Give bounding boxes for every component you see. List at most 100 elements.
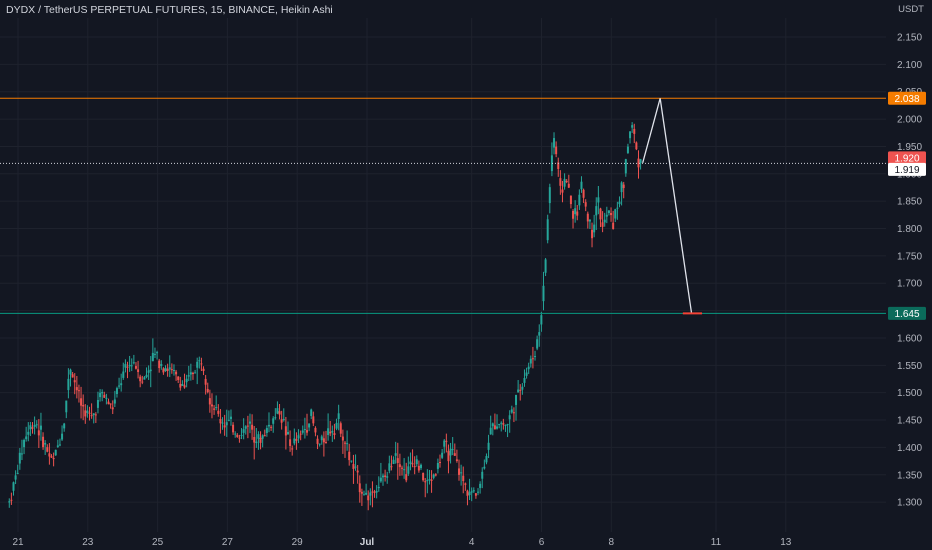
candle-body xyxy=(259,437,262,443)
candle-body xyxy=(624,159,627,174)
candle-body xyxy=(441,452,444,458)
candle-body xyxy=(272,418,275,424)
candle-body xyxy=(145,374,148,378)
candle-body xyxy=(118,385,121,387)
candle-body xyxy=(474,493,477,496)
candle-body xyxy=(430,479,433,481)
candle-body xyxy=(388,463,391,471)
candle-body xyxy=(538,332,541,336)
price-badge-last-high xyxy=(888,151,926,165)
candle-body xyxy=(333,433,336,436)
candle-body xyxy=(31,427,34,429)
candle-body xyxy=(529,358,532,364)
price-badge-label: 1.645 xyxy=(894,309,919,320)
candle-body xyxy=(265,428,268,433)
candle-body xyxy=(572,210,575,219)
candle-body xyxy=(301,430,304,433)
candle-body xyxy=(339,423,342,434)
candle-body xyxy=(436,463,439,469)
candle-body xyxy=(536,339,539,349)
candle-body xyxy=(147,370,150,373)
candle-body xyxy=(54,449,57,456)
candle-body xyxy=(434,474,437,476)
candle-body xyxy=(588,219,591,222)
candle-body xyxy=(597,197,600,203)
candle-body xyxy=(557,162,560,169)
candle-body xyxy=(559,178,562,186)
candle-body xyxy=(479,483,482,488)
candle-body xyxy=(546,219,549,241)
candle-body xyxy=(126,366,129,368)
candle-body xyxy=(88,412,91,414)
candle-body xyxy=(310,409,313,416)
projection-path[interactable] xyxy=(642,98,693,314)
candle-body xyxy=(428,479,431,481)
candle-body xyxy=(217,410,220,414)
x-tick-label: Jul xyxy=(360,537,375,548)
candle-body xyxy=(109,403,112,405)
candle-body xyxy=(16,472,19,474)
candle-body xyxy=(71,374,74,378)
candle-body xyxy=(485,456,488,463)
candle-body xyxy=(170,369,173,371)
candle-body xyxy=(289,439,292,446)
candle-body xyxy=(84,410,87,417)
candle-body xyxy=(225,422,228,426)
candle-body xyxy=(626,146,629,153)
candle-body xyxy=(616,207,619,209)
candle-body xyxy=(487,442,490,450)
candle-body xyxy=(405,474,408,481)
candle-body xyxy=(386,476,389,478)
candle-body xyxy=(316,438,319,444)
candle-body xyxy=(629,131,632,139)
candle-body xyxy=(375,491,378,493)
candle-body xyxy=(358,483,361,493)
candle-body xyxy=(202,368,205,372)
candle-body xyxy=(248,421,251,424)
candle-body xyxy=(371,491,374,493)
candle-body xyxy=(177,376,180,380)
candle-body xyxy=(531,358,534,360)
candle-body xyxy=(270,426,273,428)
candle-body xyxy=(242,429,245,433)
candle-body xyxy=(320,436,323,441)
candle-body xyxy=(635,142,638,150)
candle-body xyxy=(515,395,518,405)
candle-body xyxy=(337,413,340,420)
candle-body xyxy=(584,202,587,207)
candle-body xyxy=(276,408,279,414)
candle-body xyxy=(240,435,243,437)
candle-body xyxy=(274,417,277,419)
candle-body xyxy=(401,467,404,469)
candle-body xyxy=(580,181,583,190)
candle-body xyxy=(343,442,346,444)
candle-body xyxy=(443,440,446,447)
candle-body xyxy=(278,411,281,415)
candle-body xyxy=(477,491,480,493)
candle-body xyxy=(132,362,135,364)
candle-body xyxy=(20,453,23,455)
candle-body xyxy=(639,159,642,164)
x-tick-label: 21 xyxy=(12,537,24,548)
candle-body xyxy=(90,415,93,417)
candle-body xyxy=(286,432,289,435)
candle-body xyxy=(445,440,448,442)
candle-body xyxy=(99,392,102,398)
candle-body xyxy=(382,475,385,478)
candle-body xyxy=(398,464,401,468)
candle-body xyxy=(360,491,363,494)
candle-body xyxy=(151,352,154,362)
candle-body xyxy=(18,452,21,464)
candle-body xyxy=(519,389,522,391)
candle-body xyxy=(179,383,182,388)
candle-body xyxy=(58,444,61,446)
candle-body xyxy=(33,424,36,427)
candle-body xyxy=(591,229,594,239)
candle-body xyxy=(458,468,461,475)
candle-body xyxy=(392,459,395,464)
y-tick-label: 1.350 xyxy=(897,470,922,481)
candle-body xyxy=(335,422,338,429)
candle-body xyxy=(280,419,283,423)
